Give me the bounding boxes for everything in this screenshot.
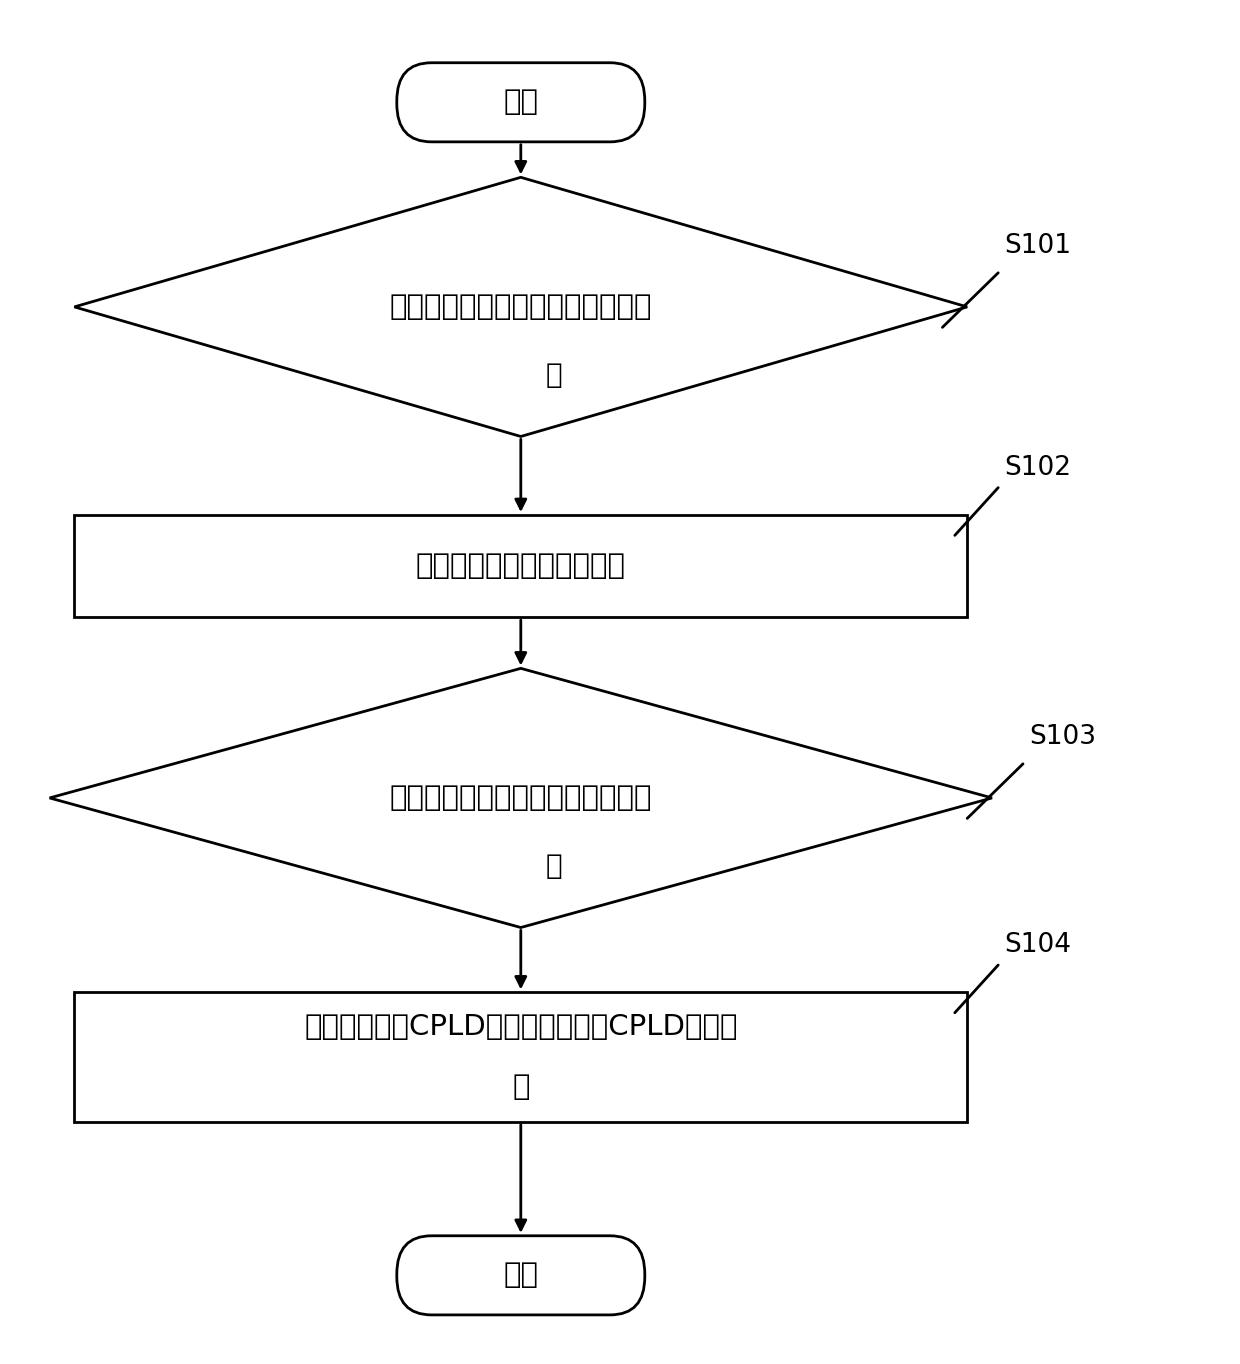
Text: 获取存储服务器的状态信号: 获取存储服务器的状态信号 [415, 552, 626, 580]
Text: 是: 是 [546, 852, 562, 880]
Text: 选取第一目标CPLD并利用第一目标CPLD控制风: 选取第一目标CPLD并利用第一目标CPLD控制风 [304, 1013, 738, 1041]
Text: S101: S101 [1004, 233, 1071, 259]
FancyBboxPatch shape [397, 1236, 645, 1315]
Text: S103: S103 [1029, 724, 1096, 750]
Polygon shape [74, 177, 967, 436]
Bar [74, 993, 967, 1121]
Text: 结束: 结束 [503, 1262, 538, 1289]
Polygon shape [50, 668, 992, 928]
FancyBboxPatch shape [397, 63, 645, 142]
Text: 是: 是 [546, 361, 562, 389]
Text: 判断状态信号是否为运行状态信号: 判断状态信号是否为运行状态信号 [389, 784, 652, 812]
Text: 扇: 扇 [512, 1073, 529, 1101]
Text: S104: S104 [1004, 932, 1071, 958]
Text: 检测存储服务器是否处于备电状态: 检测存储服务器是否处于备电状态 [389, 293, 652, 321]
Text: 开始: 开始 [503, 89, 538, 116]
Bar [74, 516, 967, 617]
Text: S102: S102 [1004, 454, 1071, 481]
